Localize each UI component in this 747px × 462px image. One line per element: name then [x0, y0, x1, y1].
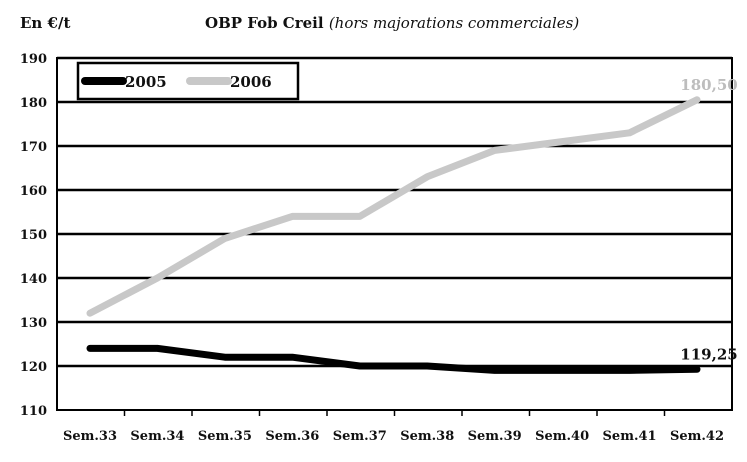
y-unit-label: En €/t	[20, 14, 71, 32]
end-value-label-2005: 119,25	[680, 345, 737, 363]
x-tick-label: Sem.41	[603, 429, 657, 444]
series-line-2006	[86, 96, 701, 317]
x-tick-label: Sem.35	[198, 429, 252, 444]
y-tick-label: 190	[20, 52, 47, 67]
legend-label-2005: 2005	[125, 73, 167, 91]
chart-title: OBP Fob Creil (hors majorations commerci…	[205, 14, 579, 32]
series-line-2005	[86, 344, 701, 374]
y-tick-label: 130	[20, 316, 47, 331]
y-tick-label: 150	[20, 228, 47, 243]
y-tick-label: 170	[20, 140, 47, 155]
y-tick-label: 120	[20, 360, 47, 375]
x-tick-label: Sem.38	[400, 429, 454, 444]
x-tick-label: Sem.33	[63, 429, 117, 444]
x-tick-label: Sem.37	[333, 429, 387, 444]
chart-title-main: OBP Fob Creil	[205, 14, 324, 32]
chart-title-sub: (hors majorations commerciales)	[328, 14, 580, 32]
y-tick-label: 140	[20, 272, 47, 287]
y-tick-label: 110	[20, 404, 47, 419]
x-tick-label: Sem.40	[535, 429, 589, 444]
end-value-label-2006: 180,50	[680, 76, 737, 94]
y-tick-label: 180	[20, 96, 47, 111]
x-tick-label: Sem.36	[265, 429, 319, 444]
y-tick-label: 160	[20, 184, 47, 199]
x-tick-label: Sem.34	[130, 429, 184, 444]
x-tick-label: Sem.42	[670, 429, 724, 444]
legend-label-2006: 2006	[230, 73, 272, 91]
x-tick-label: Sem.39	[468, 429, 522, 444]
